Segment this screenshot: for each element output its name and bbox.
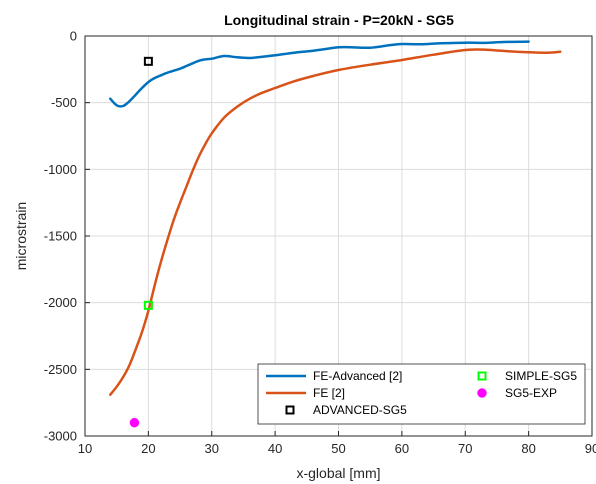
y-tick-label: 0 xyxy=(70,29,77,44)
x-tick-label: 90 xyxy=(585,441,596,456)
legend-swatch-simple-sg5 xyxy=(477,371,487,381)
ticks: 10 20 30 40 50 60 70 80 90 0 -500 -1000 -1500 -2000 -2… xyxy=(44,29,596,457)
y-tick-label: -1000 xyxy=(44,162,77,177)
series-line-fe-advanced-2 xyxy=(109,40,530,108)
chart-title: Longitudinal strain - P=20kN - SG5 xyxy=(224,12,454,28)
x-tick-label: 70 xyxy=(458,441,472,456)
data-point-advanced-sg5 xyxy=(143,56,153,66)
x-tick-label: 80 xyxy=(521,441,535,456)
x-tick-label: 30 xyxy=(205,441,219,456)
legend: FE-Advanced [2] SIMPLE-SG5 FE [2] SG5-EXP AD… xyxy=(257,363,586,425)
legend-swatch-advanced-sg5 xyxy=(285,405,295,415)
y-tick-label: -3000 xyxy=(44,429,77,444)
legend-label-fe-advanced-2: FE-Advanced [2] xyxy=(313,369,402,383)
legend-label-advanced-sg5: ADVANCED-SG5 xyxy=(313,403,407,417)
series-line-fe-2 xyxy=(109,48,562,396)
y-tick-label: -1500 xyxy=(44,229,77,244)
y-tick-label: -2500 xyxy=(44,362,77,377)
grid xyxy=(85,36,592,436)
x-tick-label: 50 xyxy=(331,441,345,456)
legend-label-fe-2: FE [2] xyxy=(313,386,345,400)
legend-box xyxy=(257,363,586,425)
x-tick-label: 60 xyxy=(395,441,409,456)
legend-label-sg5-exp: SG5-EXP xyxy=(505,386,557,400)
series-layer xyxy=(109,40,562,428)
y-tick-label: -2000 xyxy=(44,295,77,310)
x-axis-label: x-global [mm] xyxy=(296,465,380,481)
x-tick-label: 20 xyxy=(141,441,155,456)
legend-label-simple-sg5: SIMPLE-SG5 xyxy=(505,369,577,383)
data-point-sg5-exp xyxy=(129,417,140,428)
y-tick-label: -500 xyxy=(51,95,77,110)
y-axis-label: microstrain xyxy=(13,202,29,270)
legend-swatch-sg5-exp xyxy=(477,388,487,398)
data-point-simple-sg5 xyxy=(143,300,153,310)
x-tick-label: 40 xyxy=(268,441,282,456)
x-tick-label: 10 xyxy=(78,441,92,456)
